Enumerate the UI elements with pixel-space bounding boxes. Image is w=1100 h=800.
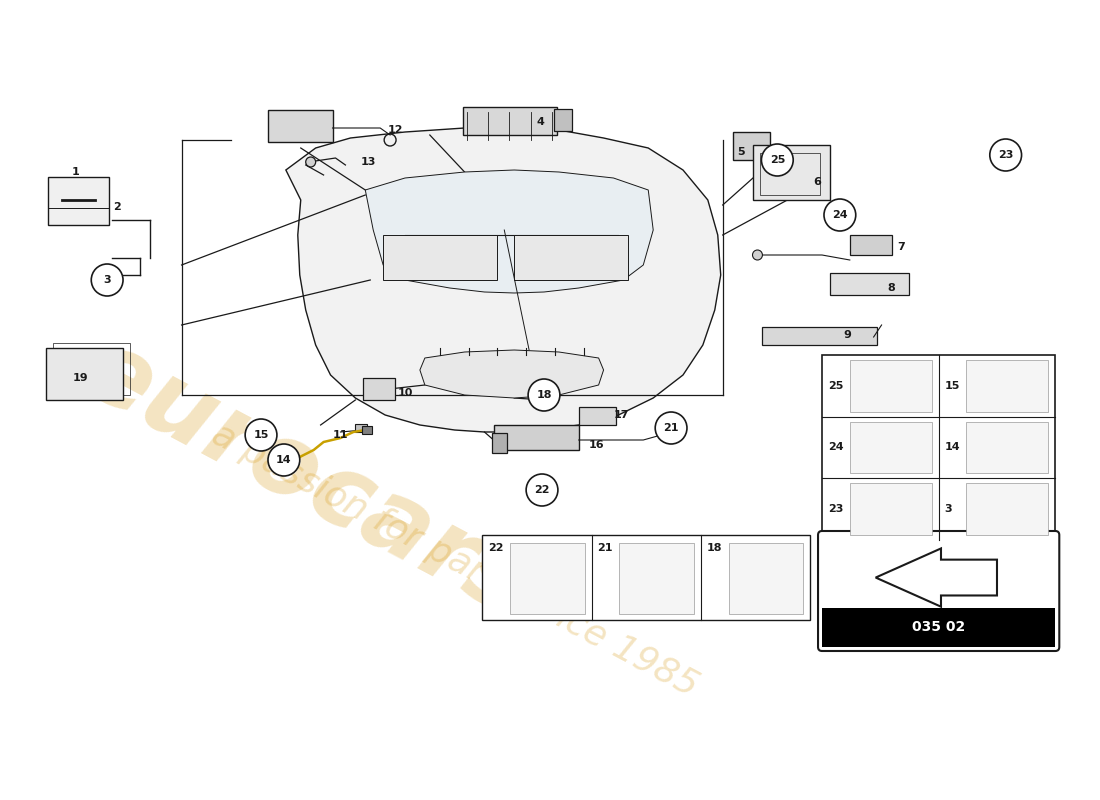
Circle shape: [752, 250, 762, 260]
FancyBboxPatch shape: [383, 235, 497, 280]
FancyBboxPatch shape: [752, 145, 829, 200]
Circle shape: [656, 412, 688, 444]
FancyBboxPatch shape: [850, 483, 932, 535]
Polygon shape: [420, 350, 604, 398]
Text: 9: 9: [843, 330, 850, 340]
Text: 15: 15: [945, 381, 960, 391]
FancyBboxPatch shape: [463, 107, 557, 135]
Text: 4: 4: [536, 117, 544, 127]
FancyBboxPatch shape: [762, 327, 877, 345]
FancyBboxPatch shape: [619, 543, 694, 614]
Polygon shape: [365, 170, 653, 293]
Text: 17: 17: [614, 410, 629, 420]
Text: 25: 25: [828, 381, 844, 391]
Text: 22: 22: [535, 485, 550, 495]
Text: 23: 23: [828, 504, 844, 514]
FancyBboxPatch shape: [510, 543, 585, 614]
FancyBboxPatch shape: [733, 132, 770, 160]
Text: 1: 1: [72, 167, 79, 177]
FancyBboxPatch shape: [362, 426, 372, 434]
Circle shape: [245, 419, 277, 451]
FancyBboxPatch shape: [268, 110, 332, 142]
Text: 8: 8: [888, 283, 895, 293]
FancyBboxPatch shape: [47, 177, 109, 225]
Text: 10: 10: [397, 388, 412, 398]
Text: a passion for parts since 1985: a passion for parts since 1985: [206, 417, 704, 703]
Text: 16: 16: [588, 440, 604, 450]
FancyBboxPatch shape: [728, 543, 803, 614]
FancyArrow shape: [876, 549, 997, 606]
Text: 14: 14: [276, 455, 292, 465]
FancyBboxPatch shape: [493, 433, 507, 453]
FancyBboxPatch shape: [850, 360, 932, 412]
Circle shape: [990, 139, 1022, 171]
Text: 19: 19: [73, 373, 88, 383]
FancyBboxPatch shape: [822, 608, 1055, 647]
FancyBboxPatch shape: [967, 422, 1048, 474]
Text: 18: 18: [707, 543, 723, 553]
Circle shape: [306, 157, 316, 167]
Text: 18: 18: [537, 390, 552, 400]
FancyBboxPatch shape: [818, 531, 1059, 651]
Text: 24: 24: [828, 442, 844, 453]
Text: 6: 6: [813, 177, 821, 187]
Text: 21: 21: [597, 543, 613, 553]
FancyBboxPatch shape: [579, 407, 616, 425]
FancyBboxPatch shape: [355, 424, 367, 432]
FancyBboxPatch shape: [967, 360, 1048, 412]
FancyBboxPatch shape: [363, 378, 395, 400]
Text: 5: 5: [737, 147, 745, 157]
FancyBboxPatch shape: [554, 109, 572, 131]
Polygon shape: [286, 127, 720, 432]
Text: 2: 2: [113, 202, 121, 212]
Text: 13: 13: [361, 157, 376, 167]
Circle shape: [761, 144, 793, 176]
Text: 22: 22: [488, 543, 504, 553]
Text: 24: 24: [832, 210, 848, 220]
FancyBboxPatch shape: [514, 235, 628, 280]
Text: eurocars: eurocars: [65, 322, 546, 638]
FancyBboxPatch shape: [483, 535, 810, 620]
FancyBboxPatch shape: [850, 235, 891, 255]
FancyBboxPatch shape: [850, 422, 932, 474]
Text: 035 02: 035 02: [912, 621, 966, 634]
Text: 11: 11: [332, 430, 349, 440]
Circle shape: [268, 444, 300, 476]
Text: 21: 21: [663, 423, 679, 433]
Text: 14: 14: [945, 442, 960, 453]
Text: 12: 12: [387, 125, 403, 135]
Text: 7: 7: [898, 242, 905, 252]
Text: 25: 25: [770, 155, 785, 165]
Circle shape: [526, 474, 558, 506]
FancyBboxPatch shape: [45, 348, 123, 400]
FancyBboxPatch shape: [822, 355, 1055, 540]
FancyBboxPatch shape: [494, 425, 579, 450]
Text: 23: 23: [998, 150, 1013, 160]
Text: 3: 3: [945, 504, 953, 514]
Text: 3: 3: [103, 275, 111, 285]
Circle shape: [91, 264, 123, 296]
Text: 15: 15: [253, 430, 268, 440]
FancyBboxPatch shape: [829, 273, 910, 295]
FancyBboxPatch shape: [967, 483, 1048, 535]
Circle shape: [528, 379, 560, 411]
Circle shape: [824, 199, 856, 231]
